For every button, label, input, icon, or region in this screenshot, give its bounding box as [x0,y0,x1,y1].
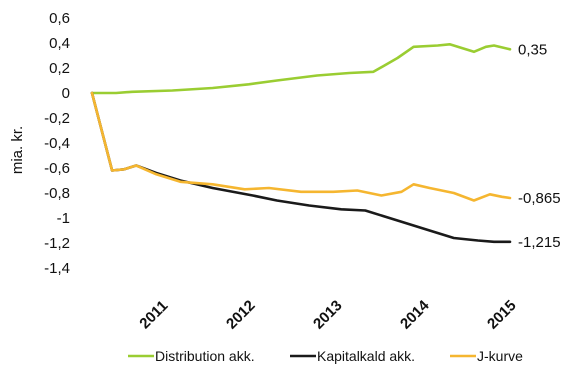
y-axis-label: mia. kr. [9,126,26,174]
legend: Distribution akk. Kapitalkald akk. J-kurve [128,348,523,364]
y-tick-label: -1 [57,210,70,227]
y-tick-label: -0,4 [44,135,70,152]
y-tick-label: -0,2 [44,110,70,127]
legend-label: Kapitalkald akk. [317,348,415,364]
end-value-label: 0,35 [518,41,547,58]
series-line-1 [90,91,512,244]
y-tick-label: -0,6 [44,160,70,177]
end-labels: 0,35 -1,215 -0,865 [518,41,561,251]
y-tick-label: -1,2 [44,235,70,252]
y-tick-label: -1,4 [44,260,70,277]
legend-label: J-kurve [477,348,523,364]
series-line-0 [90,43,512,95]
legend-label: Distribution akk. [155,348,255,364]
end-value-label: -0,865 [518,190,561,207]
y-tick-label: 0,2 [49,60,70,77]
x-tick-label: 2015 [484,297,520,333]
y-tick-label: -0,8 [44,185,70,202]
x-tick-label: 2011 [136,297,171,332]
x-tick-label: 2012 [223,297,259,333]
x-tick-label: 2014 [397,297,433,333]
y-tick-label: 0,6 [49,10,70,27]
y-axis-ticks: 0,6 0,4 0,2 0 -0,2 -0,4 -0,6 -0,8 -1 -1,2 -1,4 [44,10,70,277]
x-tick-label: 2013 [310,297,346,333]
y-tick-label: 0,4 [49,35,70,52]
x-axis-ticks: 2011 2012 2013 2014 2015 [136,297,519,333]
series-lines [90,43,512,244]
series-line-2 [90,91,512,202]
end-value-label: -1,215 [518,234,561,251]
y-tick-label: 0 [62,85,70,102]
